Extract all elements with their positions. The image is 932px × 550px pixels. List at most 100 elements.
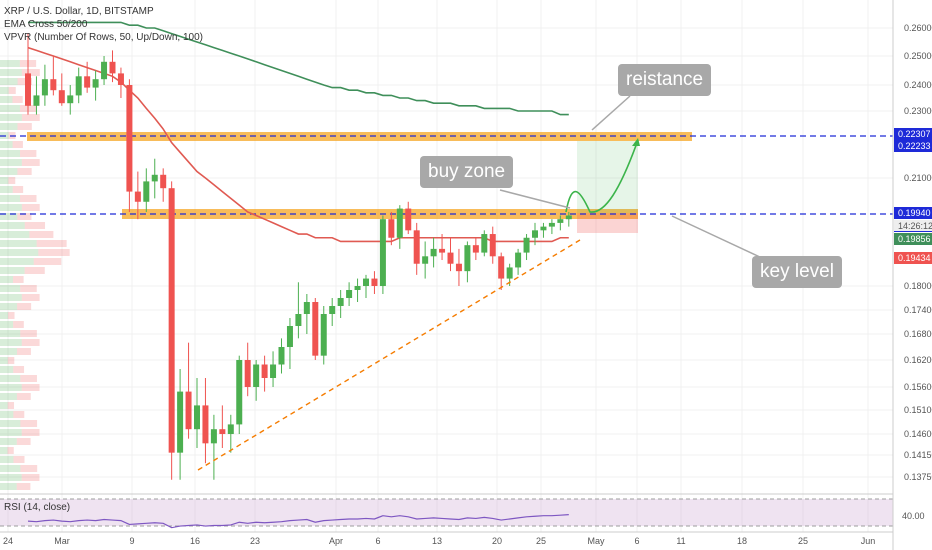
time-tick-label: May (587, 536, 605, 546)
candle-down (109, 61, 116, 74)
vpvr-bar-up (0, 123, 18, 130)
candle-down (50, 79, 57, 91)
vpvr-bar-down (7, 402, 15, 409)
candle-up (565, 215, 572, 220)
vpvr-bar-down (20, 420, 38, 427)
candle-up (295, 314, 302, 326)
vpvr-bar-down (12, 141, 23, 148)
candle-up (177, 391, 184, 453)
candle-up (354, 286, 361, 290)
target-box (577, 141, 638, 213)
vpvr-bar-up (0, 150, 21, 157)
candle-down (261, 364, 268, 378)
candle-up (92, 79, 99, 88)
candle-down (219, 429, 226, 434)
vpvr-bar-down (38, 249, 70, 256)
time-tick-label: Jun (861, 536, 876, 546)
candle-up (363, 278, 369, 286)
candle-up (379, 219, 386, 286)
vpvr-bar-up (0, 141, 13, 148)
candle-up (101, 61, 108, 80)
candle-up (506, 267, 513, 279)
candle-up (320, 314, 327, 356)
stop-box (577, 213, 638, 233)
time-tick-label: Apr (329, 536, 343, 546)
vpvr-bar-up (0, 321, 14, 328)
vpvr-bar-down (17, 348, 31, 355)
candle-down (244, 360, 251, 387)
projection-path (565, 139, 639, 213)
candle-up (75, 76, 82, 96)
candle-down (455, 263, 462, 272)
vpvr-bar-up (0, 267, 25, 274)
candle-up (515, 252, 522, 268)
vpvr-bar-up (0, 474, 22, 481)
vpvr-bar-down (21, 384, 40, 391)
vpvr-bar-up (0, 60, 20, 67)
chart-legend: XRP / U.S. Dollar, 1D, BITSTAMP EMA Cros… (4, 5, 203, 44)
price-tag-label: 0.22307 (898, 129, 931, 139)
vpvr-bar-down (21, 429, 40, 436)
candle-up (422, 256, 429, 264)
resistance-callout: reistance (618, 64, 712, 96)
candle-up (33, 95, 40, 106)
vpvr-bar-up (0, 258, 34, 265)
price-pane (0, 0, 893, 494)
resistance-zone (27, 132, 692, 141)
vpvr-bar-up (0, 303, 18, 310)
vpvr-bar-down (16, 483, 31, 490)
price-tag (894, 140, 932, 152)
candle-up (337, 298, 344, 306)
candle-down (439, 248, 446, 253)
ema200-line (28, 21, 569, 116)
candle-up (41, 79, 48, 96)
candle-down (202, 405, 209, 444)
vpvr-bar-up (0, 285, 21, 292)
vpvr-bar-up (0, 447, 8, 454)
time-tick-label: 6 (634, 536, 639, 546)
vpvr-bar-up (0, 168, 18, 175)
vpvr-bar-down (24, 222, 46, 229)
candles (25, 33, 572, 480)
vpvr-bar-down (16, 438, 31, 445)
price-tick-label: 0.13750 (904, 472, 932, 482)
candle-down (126, 85, 133, 192)
vpvr-bar-up (0, 105, 20, 112)
vpvr-bar-down (21, 339, 40, 346)
vpvr-bar-down (16, 393, 31, 400)
candle-up (481, 234, 488, 253)
price-tag-label: 0.19940 (898, 208, 931, 218)
price-tag-label: 0.19856 (898, 234, 931, 244)
candle-up (346, 290, 353, 298)
vpvr-bar-up (0, 78, 18, 85)
vpvr-bar-down (13, 411, 25, 418)
vpvr-bar-up (0, 87, 9, 94)
candle-down (168, 188, 175, 453)
candle-up (143, 181, 150, 202)
vpvr-bar-down (7, 447, 14, 454)
vpvr-bar-down (17, 303, 32, 310)
key-level-callout: key level (752, 256, 842, 288)
time-axis-ticks: 24 Mar 9 16 23 Apr 6 13 20 25 May 6 11 18 25 Jun (3, 536, 875, 546)
vpvr-bar-down (20, 150, 37, 157)
vpvr-bar-up (0, 177, 9, 184)
rsi-indicator-label: RSI (14, close) (4, 502, 71, 513)
time-tick-label: 13 (432, 536, 442, 546)
time-tick-label: 25 (536, 536, 546, 546)
price-tags: 0.223070.222330.199400.199160.198560.194… (894, 128, 932, 264)
price-tag (894, 252, 932, 264)
vpvr-bar-down (20, 465, 38, 472)
vpvr-bar-down (33, 258, 62, 265)
rsi-line (27, 514, 569, 529)
time-tick-label: Mar (54, 536, 70, 546)
vpvr-bar-down (21, 114, 40, 121)
candle-down (312, 302, 319, 356)
candle-down (489, 234, 496, 257)
